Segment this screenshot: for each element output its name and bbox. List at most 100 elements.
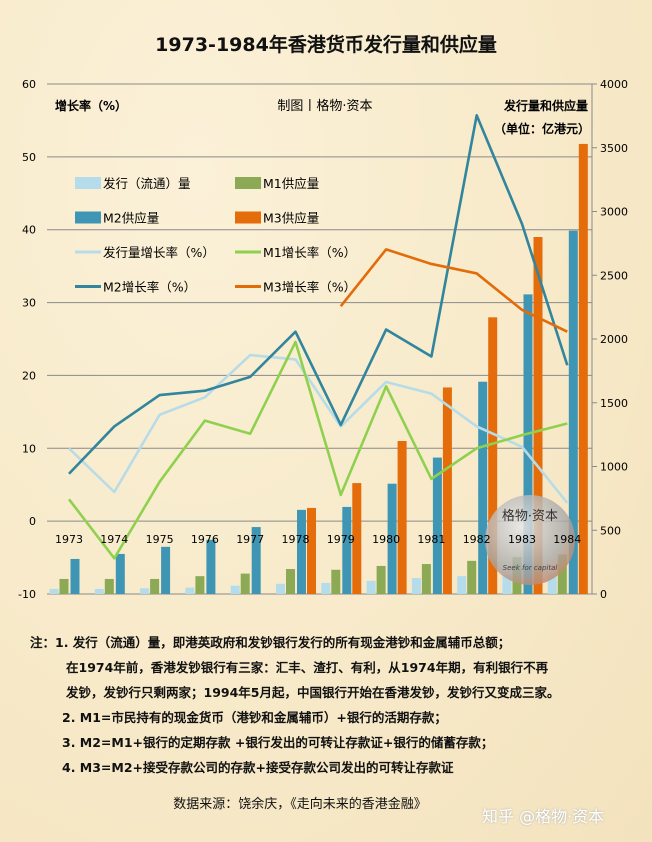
right-tick-label: 2500 xyxy=(600,269,628,282)
left-tick-label: 30 xyxy=(22,297,36,310)
right-tick-label: 3000 xyxy=(600,206,628,219)
bar-3 xyxy=(387,483,397,594)
bar-1 xyxy=(321,582,331,594)
right-tick-label: 500 xyxy=(600,524,621,537)
bar-2 xyxy=(104,578,114,594)
right-tick-label: 3500 xyxy=(600,142,628,155)
bar-2 xyxy=(467,560,477,594)
legend-swatch xyxy=(75,211,101,224)
category-label: 1984 xyxy=(553,533,581,546)
right-tick-label: 0 xyxy=(600,588,607,601)
left-tick-label: 50 xyxy=(22,151,36,164)
legend-label: 发行（流通）量 xyxy=(103,176,191,191)
bar-3 xyxy=(342,506,352,594)
category-label: 1983 xyxy=(508,533,536,546)
bar-2 xyxy=(150,578,160,594)
bar-1 xyxy=(457,576,467,594)
zhihu-watermark: 知乎 @格物·资本 xyxy=(482,807,605,826)
bar-1 xyxy=(140,588,150,594)
bar-2 xyxy=(421,564,431,594)
bar-1 xyxy=(366,580,376,594)
bar-3 xyxy=(206,539,216,594)
note-3: 3. M2=M1+银行的定期存款 +银行发出的可转让存款证+银行的储蓄存款； xyxy=(62,735,494,750)
category-label: 1978 xyxy=(282,533,310,546)
note-1-cont2: 发钞，发钞行只剩两家；1994年5月起，中国银行开始在香港发钞，发钞行又变成三家… xyxy=(66,685,560,700)
bar-3 xyxy=(297,509,306,594)
bar-4 xyxy=(307,507,316,594)
bar-4 xyxy=(352,483,362,594)
bar-2 xyxy=(59,578,69,594)
category-label: 1974 xyxy=(100,533,128,546)
chart: 格物·资本 Seek for capital 60 50 40 30 20 10 0 -10 4… xyxy=(18,78,628,601)
legend-label: M3增长率（%） xyxy=(263,280,356,295)
line-series-1 xyxy=(68,353,569,504)
note-1: 注：1. 发行（流通）量，即港英政府和发钞银行发行的所有现金港钞和金属辅币总额； xyxy=(30,635,511,650)
bar-1 xyxy=(185,587,195,594)
bar-3 xyxy=(432,457,442,594)
legend-label: M2增长率（%） xyxy=(103,280,196,295)
notes: 注：1. 发行（流通）量，即港英政府和发钞银行发行的所有现金港钞和金属辅币总额；… xyxy=(30,630,560,780)
bar-3 xyxy=(568,230,578,594)
bar-2 xyxy=(195,576,205,594)
category-label: 1980 xyxy=(372,533,400,546)
category-label: 1973 xyxy=(55,533,83,546)
bar-3 xyxy=(70,558,80,594)
bar-1 xyxy=(502,574,512,594)
category-label: 1975 xyxy=(146,533,174,546)
bar-1 xyxy=(49,588,59,594)
bar-2 xyxy=(557,554,567,594)
bar-2 xyxy=(331,569,341,594)
bar-3 xyxy=(478,381,488,594)
note-2: 2. M1=市民持有的现金货币（港钞和金属辅币）+银行的活期存款； xyxy=(62,710,447,725)
seal-subtext: Seek for capital xyxy=(503,564,558,572)
bar-2 xyxy=(376,565,386,594)
chart-credit: 制图丨格物·资本 xyxy=(277,98,372,114)
bar-1 xyxy=(411,578,421,594)
bar-3 xyxy=(523,294,533,594)
left-tick-label: 20 xyxy=(22,369,36,382)
right-tick-label: 2000 xyxy=(600,333,628,346)
bar-1 xyxy=(94,588,104,594)
bar-3 xyxy=(161,546,171,594)
seal-watermark: 格物·资本 Seek for capital xyxy=(485,495,575,585)
bar-2 xyxy=(286,569,295,594)
line-series-4 xyxy=(339,248,568,333)
legend-swatch xyxy=(235,177,261,189)
bar-1 xyxy=(230,585,240,594)
category-label: 1982 xyxy=(463,533,491,546)
legend-swatch xyxy=(235,211,261,224)
right-axis-title: 发行量和供应量 xyxy=(503,98,588,113)
note-1-cont: 在1974年前，香港发钞银行有三家：汇丰、渣打、有利，从1974年期，有利银行不… xyxy=(66,660,549,675)
bar-3 xyxy=(115,553,125,594)
seal-text: 格物·资本 xyxy=(502,508,558,524)
legend-label: M1供应量 xyxy=(263,176,319,191)
category-label: 1981 xyxy=(417,533,445,546)
line-series-3 xyxy=(68,114,569,475)
legend-label: 发行量增长率（%） xyxy=(103,245,215,260)
legend-swatch xyxy=(75,177,101,189)
bar-4 xyxy=(397,441,407,594)
right-tick-label: 4000 xyxy=(600,78,628,91)
bar-4 xyxy=(488,317,498,594)
bar-1 xyxy=(547,573,557,594)
data-source: 数据来源：饶余庆，《走向未来的香港金融》 xyxy=(173,797,427,812)
left-axis-title: 增长率（%） xyxy=(55,98,127,113)
line-series-2 xyxy=(67,340,568,560)
left-tick-label: 40 xyxy=(22,224,36,237)
legend-label: M1增长率（%） xyxy=(263,245,356,260)
bar-4 xyxy=(578,143,588,595)
bar-2 xyxy=(240,573,250,594)
right-axis-unit: （单位：亿港元） xyxy=(494,121,590,136)
legend-label: M3供应量 xyxy=(263,211,319,226)
category-label: 1979 xyxy=(327,533,355,546)
note-4: 4. M3=M2+接受存款公司的存款+接受存款公司发出的可转让存款证 xyxy=(62,760,454,775)
category-label: 1977 xyxy=(236,533,264,546)
left-tick-label: -10 xyxy=(18,588,36,601)
bar-3 xyxy=(251,527,261,594)
chart-title: 1973-1984年香港货币发行量和供应量 xyxy=(155,34,497,56)
bar-4 xyxy=(442,387,452,594)
category-label: 1976 xyxy=(191,533,219,546)
left-tick-label: 0 xyxy=(29,515,36,528)
